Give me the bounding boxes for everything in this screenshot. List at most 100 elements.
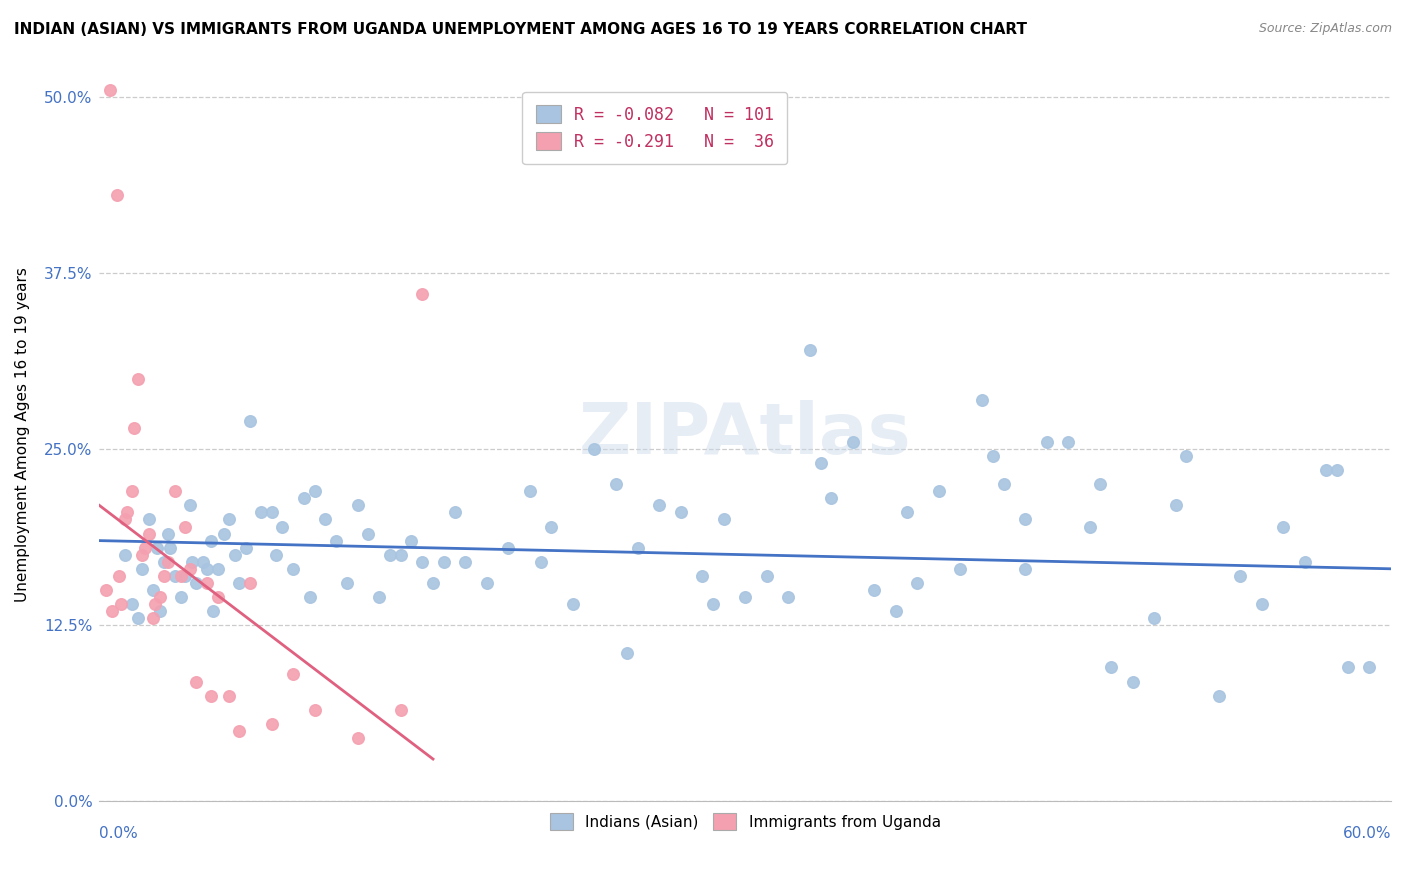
Point	[142, 611, 165, 625]
Point	[1175, 449, 1198, 463]
Point	[820, 491, 842, 506]
Point	[271, 519, 294, 533]
Point	[98, 83, 121, 97]
Point	[179, 499, 201, 513]
Point	[475, 575, 498, 590]
Point	[186, 674, 208, 689]
Point	[186, 575, 208, 590]
Point	[325, 533, 347, 548]
Point	[142, 582, 165, 597]
Point	[207, 562, 229, 576]
Point	[346, 731, 368, 745]
Text: 60.0%: 60.0%	[1343, 826, 1391, 841]
Point	[949, 562, 972, 576]
Point	[690, 569, 713, 583]
Point	[149, 604, 172, 618]
Point	[1229, 569, 1251, 583]
Point	[993, 477, 1015, 491]
Point	[928, 484, 950, 499]
Point	[702, 597, 724, 611]
Point	[202, 604, 225, 618]
Point	[1337, 660, 1360, 674]
Point	[195, 562, 218, 576]
Point	[1099, 660, 1122, 674]
Point	[605, 477, 627, 491]
Point	[281, 562, 304, 576]
Point	[191, 555, 214, 569]
Point	[863, 582, 886, 597]
Point	[422, 575, 444, 590]
Point	[981, 449, 1004, 463]
Point	[842, 434, 865, 449]
Point	[134, 541, 156, 555]
Legend: Indians (Asian), Immigrants from Uganda: Indians (Asian), Immigrants from Uganda	[541, 805, 948, 838]
Point	[200, 689, 222, 703]
Point	[1272, 519, 1295, 533]
Point	[583, 442, 606, 456]
Point	[1035, 434, 1057, 449]
Point	[127, 371, 149, 385]
Point	[105, 188, 128, 202]
Text: Source: ZipAtlas.com: Source: ZipAtlas.com	[1258, 22, 1392, 36]
Point	[304, 484, 326, 499]
Point	[131, 562, 153, 576]
Point	[346, 499, 368, 513]
Point	[648, 499, 671, 513]
Point	[896, 505, 918, 519]
Point	[519, 484, 541, 499]
Point	[121, 597, 143, 611]
Point	[170, 590, 193, 604]
Point	[299, 590, 322, 604]
Point	[970, 392, 993, 407]
Point	[357, 526, 380, 541]
Point	[1326, 463, 1348, 477]
Point	[1250, 597, 1272, 611]
Point	[218, 512, 240, 526]
Point	[180, 555, 202, 569]
Point	[1315, 463, 1337, 477]
Point	[174, 569, 197, 583]
Point	[884, 604, 907, 618]
Point	[411, 287, 433, 301]
Point	[734, 590, 756, 604]
Point	[239, 414, 262, 428]
Point	[224, 548, 246, 562]
Point	[157, 526, 180, 541]
Point	[117, 505, 139, 519]
Point	[778, 590, 800, 604]
Text: INDIAN (ASIAN) VS IMMIGRANTS FROM UGANDA UNEMPLOYMENT AMONG AGES 16 TO 19 YEARS : INDIAN (ASIAN) VS IMMIGRANTS FROM UGANDA…	[14, 22, 1026, 37]
Point	[389, 548, 412, 562]
Point	[314, 512, 336, 526]
Point	[626, 541, 648, 555]
Point	[368, 590, 391, 604]
Point	[1143, 611, 1166, 625]
Point	[260, 505, 283, 519]
Point	[110, 597, 132, 611]
Point	[669, 505, 692, 519]
Point	[810, 456, 832, 470]
Point	[304, 703, 326, 717]
Point	[163, 569, 186, 583]
Point	[905, 575, 928, 590]
Point	[138, 512, 160, 526]
Point	[454, 555, 477, 569]
Point	[443, 505, 465, 519]
Text: 0.0%: 0.0%	[100, 826, 138, 841]
Point	[1164, 499, 1187, 513]
Point	[755, 569, 778, 583]
Point	[1122, 674, 1144, 689]
Point	[200, 533, 222, 548]
Point	[207, 590, 229, 604]
Point	[1014, 512, 1036, 526]
Point	[411, 555, 433, 569]
Point	[146, 541, 169, 555]
Point	[498, 541, 520, 555]
Point	[122, 421, 145, 435]
Point	[228, 575, 250, 590]
Point	[228, 723, 250, 738]
Point	[239, 575, 262, 590]
Point	[138, 526, 160, 541]
Point	[1358, 660, 1381, 674]
Point	[378, 548, 401, 562]
Point	[212, 526, 235, 541]
